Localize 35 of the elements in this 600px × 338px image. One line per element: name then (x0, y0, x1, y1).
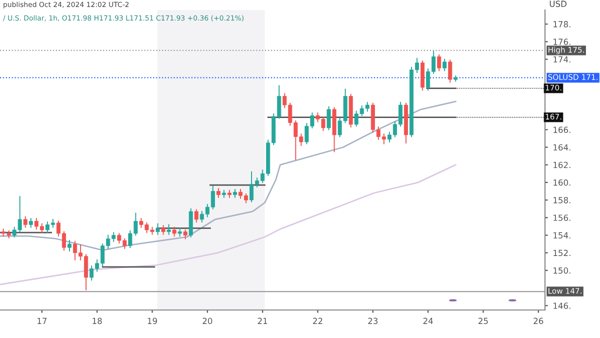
y-tick-label: 174. (554, 56, 570, 62)
y-tick-label: 150. (554, 267, 570, 274)
candlestick (442, 58, 447, 72)
y-tick-label: 158. (554, 197, 570, 204)
candlestick (448, 60, 452, 83)
x-tick-label: 17 (38, 318, 47, 324)
x-tick-label: 23 (368, 318, 378, 324)
x-tick-label: 22 (313, 318, 322, 324)
y-tick-label: 164. (554, 144, 570, 151)
candlestick (437, 54, 442, 72)
y-tick-label: 146. (554, 302, 570, 309)
y-tick-label: 178. (554, 21, 570, 28)
candlestick (166, 224, 171, 235)
y-tick-label: 154. (554, 232, 570, 239)
x-tick-label: 18 (92, 318, 102, 324)
y-tick-label: 160. (554, 179, 570, 186)
candlestick (326, 106, 331, 130)
y-tick-label: 152. (554, 250, 570, 256)
y-tick-label: 166. (554, 126, 570, 133)
candlestick (188, 208, 193, 238)
y-tick-label: 156. (554, 214, 570, 221)
y-tick-label: 162. (554, 162, 570, 168)
y-tick-label: 176. (554, 38, 570, 45)
y-axis-title: USD (550, 0, 566, 7)
candlestick (23, 216, 28, 228)
x-tick-label: 19 (148, 318, 157, 324)
candlestick (194, 209, 198, 223)
x-tick-label: 26 (534, 318, 544, 324)
candlestick (156, 223, 160, 235)
line-series (0, 164, 456, 286)
x-tick-label: 21 (258, 318, 268, 324)
candlestick (68, 240, 72, 252)
x-tick-label: 24 (423, 318, 433, 324)
x-tick-label: 20 (202, 318, 212, 324)
x-tick-label: 25 (478, 318, 488, 324)
